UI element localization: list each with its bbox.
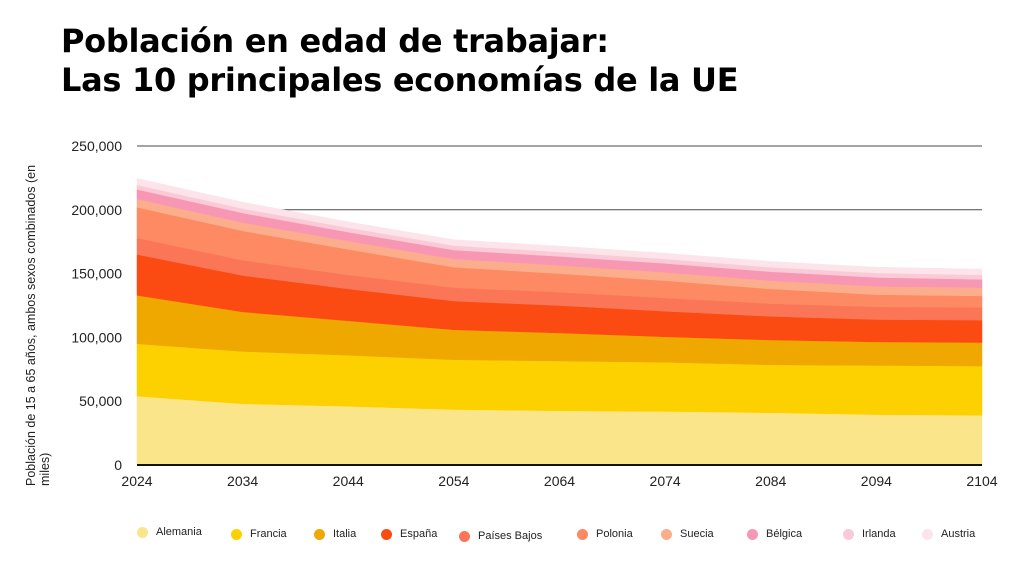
y-tick-label: 200,000: [71, 202, 122, 218]
y-tick-label: 0: [114, 457, 122, 473]
x-tick-label: 2064: [544, 473, 575, 489]
x-tick-label: 2044: [333, 473, 364, 489]
y-tick-label: 100,000: [71, 329, 122, 345]
y-tick-label: 50,000: [79, 393, 122, 409]
area-austria: [136, 178, 983, 276]
chart-title: Población en edad de trabajar: Las 10 pr…: [61, 22, 739, 100]
chart-title-line-1: Población en edad de trabajar:: [61, 22, 609, 60]
x-tick-label: 2074: [650, 473, 681, 489]
chart-title-line-2: Las 10 principales economías de la UE: [61, 61, 739, 99]
x-tick-label: 2054: [438, 473, 469, 489]
y-tick-label: 150,000: [71, 266, 122, 282]
y-tick-label: 250,000: [71, 138, 122, 154]
x-tick-label: 2084: [755, 473, 786, 489]
stacked-areas: [136, 178, 983, 466]
x-tick-label: 2024: [121, 473, 152, 489]
axes: 0 50,000 100,000 150,000 200,000 250,000 2024 2…: [71, 138, 997, 489]
x-tick-label: 2104: [966, 473, 997, 489]
x-tick-label: 2094: [861, 473, 892, 489]
x-tick-label: 2034: [227, 473, 258, 489]
